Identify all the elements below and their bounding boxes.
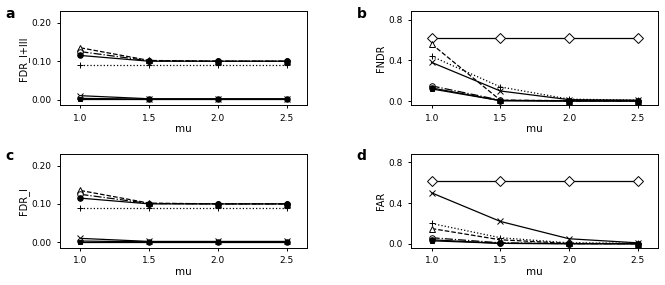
Y-axis label: FDR_I+III: FDR_I+III [18, 36, 29, 81]
Text: d: d [356, 149, 366, 163]
X-axis label: mu: mu [526, 267, 543, 277]
X-axis label: mu: mu [175, 267, 192, 277]
Text: b: b [356, 7, 366, 21]
Y-axis label: FAR: FAR [376, 192, 386, 210]
Y-axis label: FNDR: FNDR [376, 44, 386, 72]
Y-axis label: FDR_I: FDR_I [18, 187, 29, 215]
X-axis label: mu: mu [526, 124, 543, 134]
Text: a: a [5, 7, 15, 21]
X-axis label: mu: mu [175, 124, 192, 134]
Text: c: c [5, 149, 14, 163]
